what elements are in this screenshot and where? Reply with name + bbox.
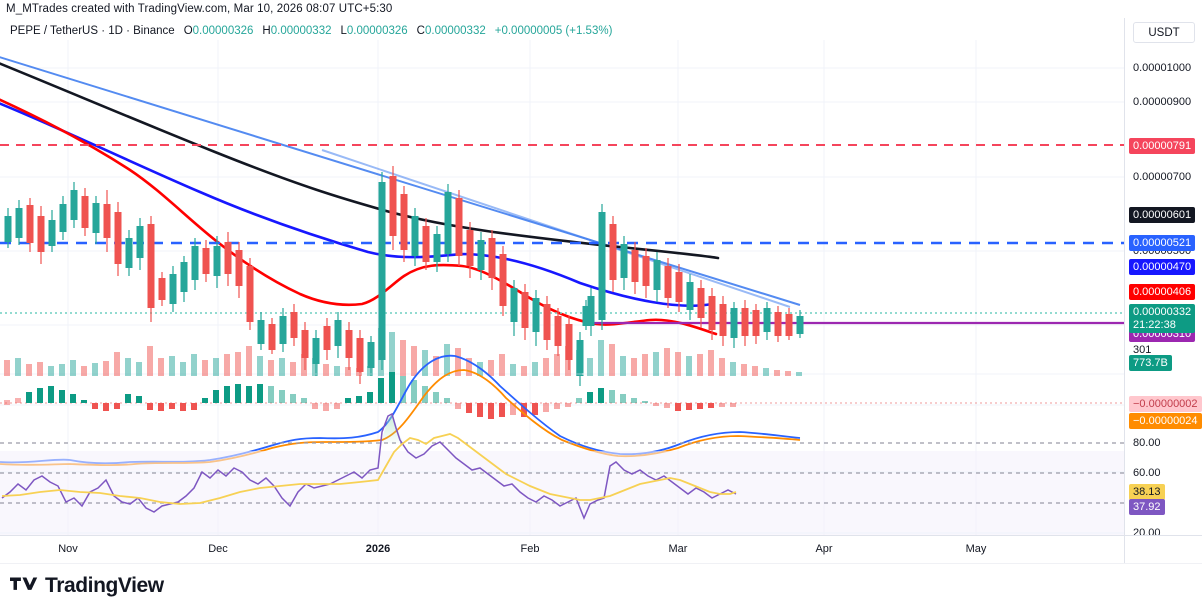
price-grid (0, 67, 1124, 326)
tradingview-brand: TradingView (45, 574, 164, 597)
trendlines (0, 56, 801, 308)
price-tick-0: 0.00001000 (1133, 62, 1192, 74)
ma-mid-blue (0, 102, 714, 308)
stoch-k-badge[interactable]: 37.92 (1129, 499, 1165, 515)
stoch-d-line (1, 433, 737, 505)
ma-fast-red (0, 98, 718, 336)
currency-label: USDT (1133, 22, 1195, 43)
volume-axis-tick: 301 (1133, 344, 1152, 356)
time-label-0: Nov (58, 543, 78, 555)
candlestick-series (4, 166, 804, 386)
last-price-badge[interactable]: 0.00000332 21:22:38 (1129, 304, 1196, 333)
support-price-badge[interactable]: 0.00000521 (1129, 235, 1196, 251)
time-label-5: Apr (815, 543, 833, 555)
ohlc-low: L0.00000326 (340, 25, 408, 37)
volume-bars (4, 328, 802, 376)
chart-plot-area[interactable] (0, 40, 1124, 535)
ma200-price-badge[interactable]: 0.00000601 (1129, 207, 1196, 223)
ohlc-close: C0.00000332 (416, 25, 486, 37)
price-tick-1: 0.00000900 (1133, 96, 1192, 108)
time-label-1: Dec (208, 543, 228, 555)
rsi-tick-1: 60.00 (1133, 467, 1161, 479)
resistance-price-badge[interactable]: 0.00000791 (1129, 138, 1196, 154)
tradingview-logo-icon (10, 577, 38, 590)
stoch-d-badge[interactable]: 38.13 (1129, 484, 1165, 500)
price-axis[interactable]: USDT 0.00001000 0.00000900 0.00000700 0.000… (1124, 18, 1202, 540)
time-label-6: May (965, 543, 987, 555)
time-label-3: Feb (520, 543, 540, 555)
ohlc-high: H0.00000332 (262, 25, 332, 37)
rsi-tick-0: 80.00 (1133, 437, 1161, 449)
ma100-price-badge[interactable]: 0.00000470 (1129, 259, 1196, 275)
upper-descending-trendline (0, 56, 801, 306)
macd-hist-badge[interactable]: −0.00000002 (1129, 396, 1202, 412)
price-change: +0.00000005 (+1.53%) (494, 25, 613, 37)
ma50-price-badge[interactable]: 0.00000406 (1129, 284, 1196, 300)
lower-descending-trendline (321, 149, 791, 308)
price-tick-2: 0.00000700 (1133, 171, 1192, 183)
stoch-k-line (1, 412, 737, 520)
symbol-title[interactable]: PEPE / TetherUS · 1D · Binance (10, 25, 175, 37)
chart-legend: PEPE / TetherUS · 1D · Binance O0.000003… (10, 25, 612, 37)
macd-signal-badge[interactable]: −0.00000024 (1129, 413, 1202, 429)
attribution-text: M_MTrades created with TradingView.com, … (6, 3, 393, 15)
ohlc-open: O0.00000326 (183, 25, 254, 37)
time-axis[interactable]: Nov Dec 2026 Feb Mar Apr May (0, 535, 1124, 563)
volume-panel (0, 328, 1124, 376)
macd-histogram (4, 372, 736, 419)
time-label-2: 2026 (365, 543, 391, 555)
footer-bar: TradingView (0, 563, 1202, 608)
volume-total-badge[interactable]: 773.7B (1129, 355, 1172, 371)
macd-panel (0, 354, 1124, 467)
time-label-4: Mar (668, 543, 688, 555)
axis-corner (1124, 535, 1202, 563)
stochastic-panel (0, 412, 1124, 535)
